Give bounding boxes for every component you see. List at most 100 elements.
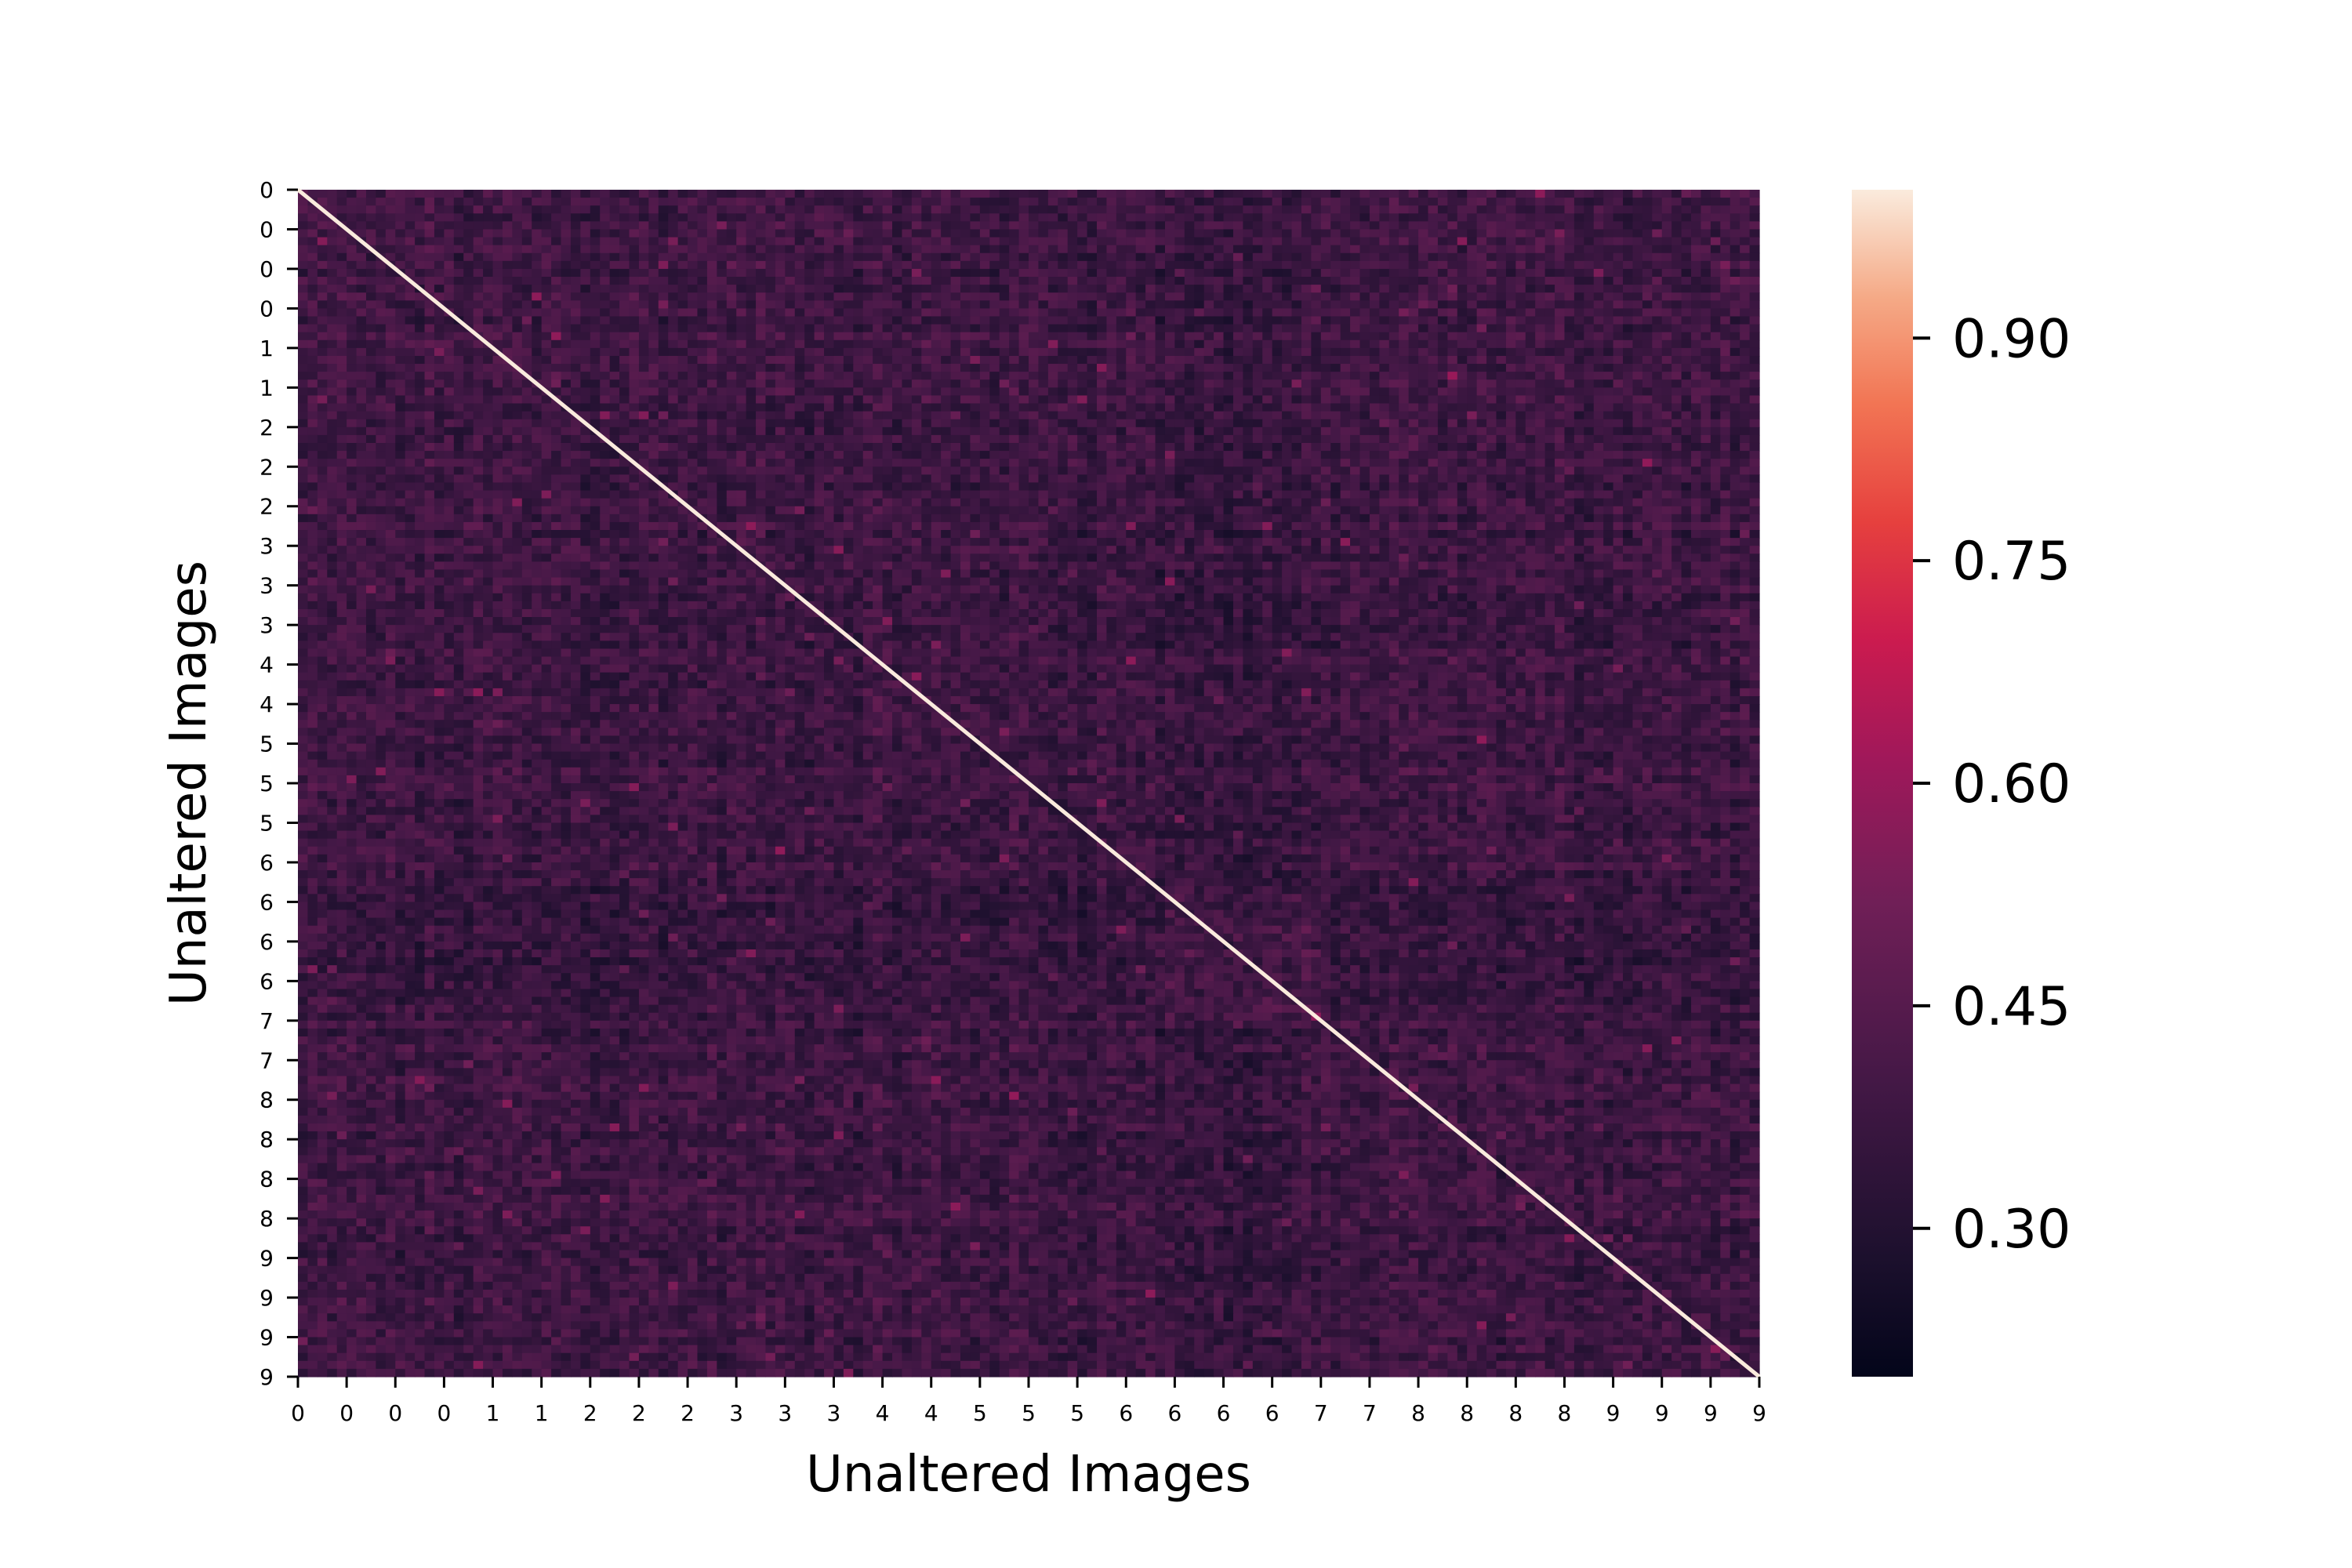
heatmap-cell (492, 300, 503, 309)
heatmap-cell (453, 252, 464, 262)
heatmap-cell (1116, 387, 1127, 397)
heatmap-cell (1350, 316, 1361, 325)
heatmap-cell (814, 292, 825, 301)
heatmap-cell (1126, 355, 1137, 365)
heatmap-cell (463, 245, 474, 254)
heatmap-cell (902, 277, 913, 285)
heatmap-cell (395, 292, 406, 301)
heatmap-cell (1496, 324, 1507, 333)
heatmap-cell (1223, 260, 1234, 270)
heatmap-cell (1720, 395, 1731, 405)
heatmap-cell (580, 268, 591, 278)
heatmap-cell (1525, 372, 1536, 380)
heatmap-cell (1749, 221, 1760, 230)
heatmap-cell (483, 347, 494, 357)
heatmap-cell (638, 213, 649, 222)
heatmap-cell (1691, 268, 1702, 278)
heatmap-cell (706, 324, 717, 333)
heatmap-cell (609, 411, 620, 420)
heatmap-cell (775, 339, 786, 349)
heatmap-cell (1106, 372, 1117, 380)
heatmap-cell (1691, 237, 1702, 246)
heatmap-cell (1720, 347, 1731, 357)
heatmap-cell (1652, 434, 1663, 444)
heatmap-cell (327, 442, 338, 452)
heatmap-cell (688, 252, 699, 262)
heatmap-cell (512, 419, 523, 428)
heatmap-cell (794, 229, 805, 238)
heatmap-cell (1096, 308, 1108, 318)
heatmap-cell (902, 339, 913, 349)
heatmap-cell (1408, 245, 1419, 254)
heatmap-cell (336, 252, 347, 262)
heatmap-cell (833, 237, 844, 246)
heatmap-cell (824, 221, 835, 230)
heatmap-cell (1145, 190, 1156, 198)
heatmap-cell (1593, 308, 1604, 318)
heatmap-cell (1457, 205, 1468, 214)
heatmap-cell (1232, 372, 1243, 380)
heatmap-cell (1476, 355, 1487, 365)
heatmap-cell (561, 229, 572, 238)
heatmap-cell (1740, 347, 1751, 357)
heatmap-cell (1018, 324, 1029, 333)
heatmap-cell (376, 198, 387, 206)
heatmap-cell (365, 221, 377, 230)
heatmap-cell (1496, 285, 1507, 293)
heatmap-cell (1681, 300, 1692, 309)
heatmap-cell (824, 442, 835, 452)
heatmap-cell (570, 434, 581, 444)
heatmap-cell (1164, 355, 1175, 365)
heatmap-cell (873, 316, 884, 325)
heatmap-cell (1087, 364, 1098, 372)
heatmap-cell (1038, 395, 1049, 405)
heatmap-cell (629, 190, 640, 198)
heatmap-cell (1038, 285, 1049, 293)
heatmap-cell (794, 339, 805, 349)
heatmap-cell (1613, 395, 1624, 405)
heatmap-cell (1467, 339, 1478, 349)
heatmap-cell (492, 403, 503, 412)
heatmap-cell (1671, 442, 1682, 452)
heatmap-cell (463, 190, 474, 198)
heatmap-cell (677, 316, 688, 325)
heatmap-cell (1194, 285, 1205, 293)
heatmap-cell (1184, 426, 1195, 436)
heatmap-cell (814, 300, 825, 309)
heatmap-cell (677, 379, 688, 388)
heatmap-cell (1457, 364, 1468, 372)
heatmap-cell (1087, 403, 1098, 412)
heatmap-cell (677, 442, 688, 452)
heatmap-cell (843, 213, 854, 222)
heatmap-cell (1320, 403, 1331, 412)
heatmap-cell (970, 442, 981, 452)
heatmap-cell (911, 285, 922, 293)
heatmap-cell (1399, 221, 1410, 230)
heatmap-cell (317, 324, 328, 333)
heatmap-cell (356, 364, 367, 372)
heatmap-cell (424, 277, 435, 285)
heatmap-cell (483, 355, 494, 365)
heatmap-cell (1096, 245, 1108, 254)
heatmap-cell (824, 268, 835, 278)
heatmap-cell (1710, 426, 1721, 436)
heatmap-cell (804, 245, 815, 254)
heatmap-cell (785, 434, 796, 444)
heatmap-cell (1350, 442, 1361, 452)
heatmap-cell (1584, 355, 1595, 365)
heatmap-cell (638, 347, 649, 357)
heatmap-cell (1232, 339, 1243, 349)
heatmap-cell (1515, 252, 1526, 262)
heatmap-cell (1544, 268, 1555, 278)
heatmap-cell (1330, 403, 1341, 412)
heatmap-cell (648, 285, 659, 293)
heatmap-cell (502, 347, 513, 357)
heatmap-cell (1184, 292, 1195, 301)
heatmap-cell (843, 268, 854, 278)
heatmap-cell (1194, 213, 1205, 222)
heatmap-cell (492, 277, 503, 285)
heatmap-cell (1291, 198, 1302, 206)
heatmap-cell (347, 442, 358, 452)
heatmap-cell (931, 229, 942, 238)
heatmap-cell (921, 316, 932, 325)
